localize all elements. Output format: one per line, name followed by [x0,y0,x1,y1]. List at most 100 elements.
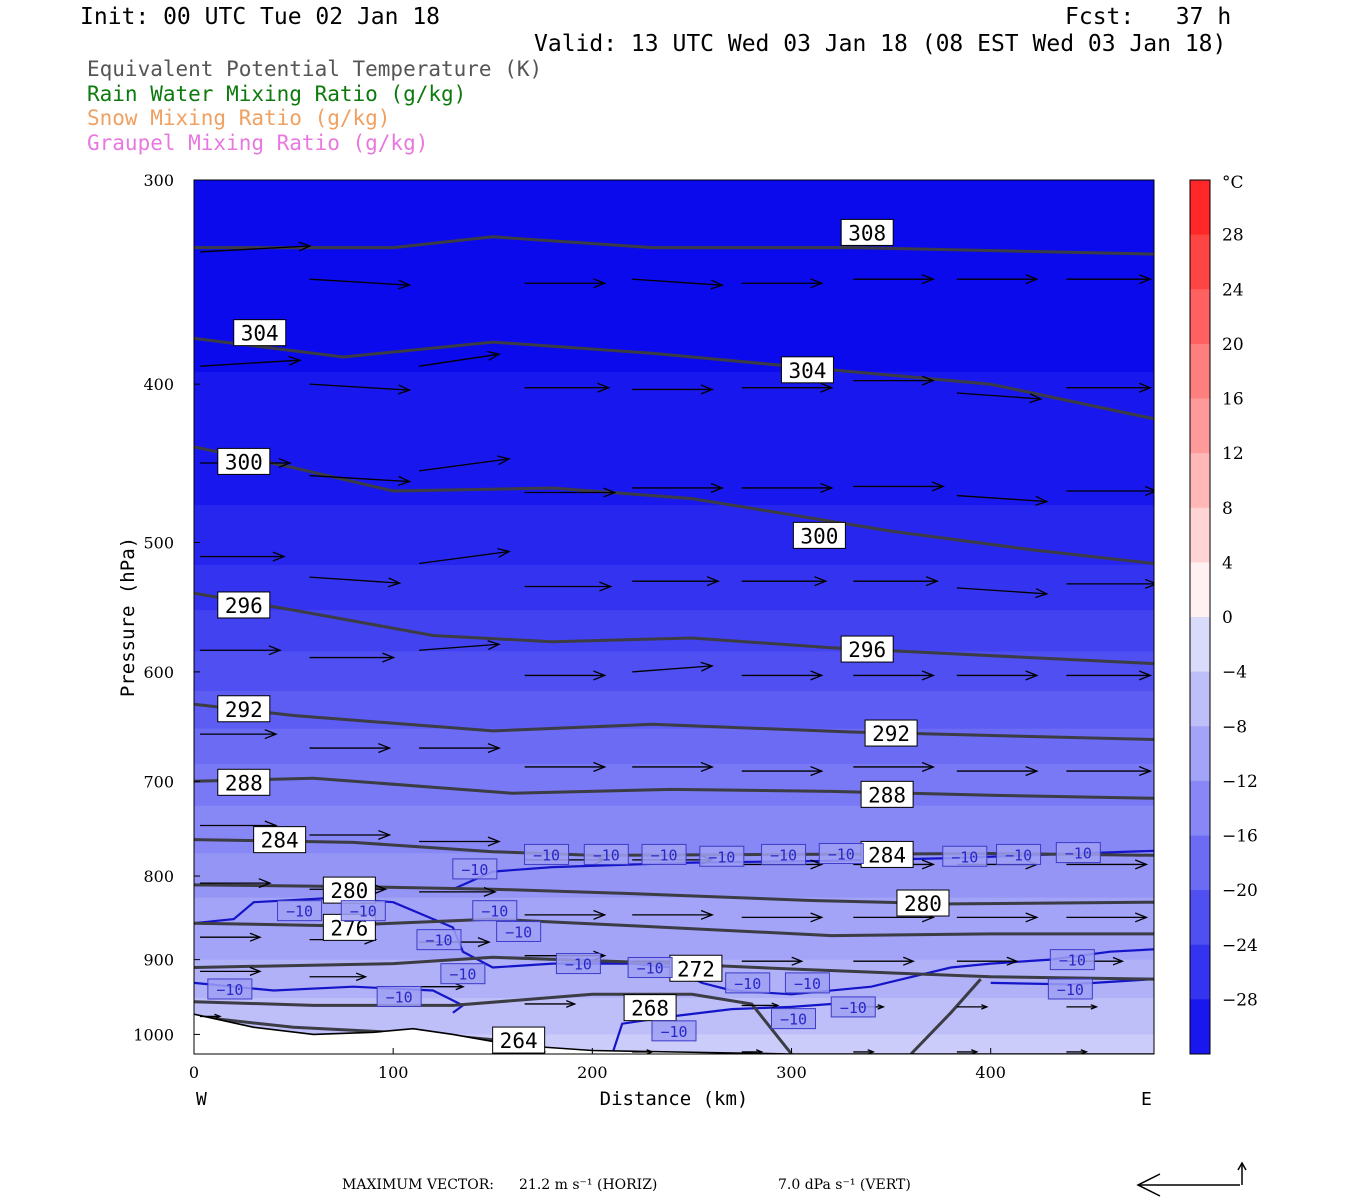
svg-text:−10: −10 [660,1023,687,1041]
temperature-band [194,1044,1154,1049]
temperature-band [194,789,1154,799]
reference-vector-icon [1136,1161,1247,1197]
svg-text:292: 292 [225,698,263,722]
temperature-band [194,904,1154,913]
theta-e-label: 280 [322,876,376,904]
wind-vector [524,382,611,393]
svg-text:−10: −10 [386,989,413,1007]
temperature-band [194,925,1154,934]
theta-e-label: 304 [780,356,834,384]
temperature-band [194,651,1154,663]
wind-vector [1066,859,1149,870]
max-vector-horiz: 21.2 m s⁻¹ (HORIZ) [519,1177,658,1193]
temperature-band [194,275,1154,325]
isotherm-label: −10 [1047,978,1093,1000]
svg-text:292: 292 [872,722,910,746]
theta-e-label: 300 [792,521,846,549]
y-tick-label: 300 [143,171,174,190]
terrain-fill [194,1014,1154,1054]
isotherm-label: −10 [440,963,486,985]
temperature-band [194,876,1154,885]
theta-e-label: 288 [860,780,914,808]
svg-text:268: 268 [631,997,669,1021]
theta-e-label: 308 [840,218,894,246]
x-axis-east-label: E [1141,1089,1152,1110]
isotherm-label: −10 [524,843,570,865]
svg-text:−10: −10 [770,846,797,864]
svg-text:−10: −10 [1065,845,1092,863]
svg-text:−10: −10 [828,846,855,864]
svg-text:−10: −10 [794,975,821,993]
svg-text:296: 296 [848,638,886,662]
theta-e-contour [194,445,1154,565]
temperature-band [194,837,1154,847]
temperature-band [194,883,1154,892]
wind-vector [632,384,714,395]
wind-vector [632,576,720,587]
temperature-band [194,690,1154,702]
temperature-band [194,620,1154,632]
temperature-band [194,813,1154,823]
colorbar-label: −16 [1222,827,1258,847]
y-axis-title: Pressure (hPa) [117,537,139,697]
svg-text:288: 288 [225,771,263,795]
colorbar-label: −20 [1222,881,1258,901]
isotherm-label: −10 [583,843,629,865]
colorbar-frame [1189,179,1211,1055]
temperature-band [194,932,1154,941]
isotherm-label: −10 [207,978,253,1000]
x-tick-label: 300 [776,1063,807,1082]
colorbar-label: −8 [1222,717,1247,737]
wind-vector [853,481,946,492]
temperature-band [194,919,1154,927]
terrain [194,1013,1154,1054]
temperature-band [194,553,1154,566]
isotherm-label: −10 [830,996,876,1018]
colorbar-segment [1190,671,1210,727]
theta-e-label: 296 [840,635,894,663]
temperature-band [194,467,1154,482]
isotherm-label: −10 [996,843,1042,865]
wind-vector [1066,485,1154,497]
isotherm-line [611,1002,832,1054]
terrain-line [194,1013,1154,1054]
svg-text:−10: −10 [533,846,560,864]
valid-time: Valid: 13 UTC Wed 03 Jan 18 (08 EST Wed … [534,31,1227,57]
svg-text:300: 300 [800,524,838,548]
svg-text:−10: −10 [565,956,592,974]
y-tick-label: 900 [143,951,174,970]
legend-snow: Snow Mixing Ratio (g/kg) [87,106,391,130]
svg-text:−10: −10 [449,966,476,984]
wind-vector [309,652,396,663]
wind-vector [309,829,392,840]
wind-vector [741,382,834,393]
colorbar-segment [1190,289,1210,345]
wind-vector [741,576,828,587]
wind-vector [956,587,1049,599]
wind-vector [1066,912,1149,923]
wind-vector [524,761,607,772]
temperature-band [194,939,1154,947]
isotherm-label: −10 [651,1020,697,1042]
temperature-band [194,737,1154,748]
wind-vector [199,241,312,253]
wind-vector [956,392,1043,404]
wind-vector [853,576,940,587]
theta-e-label: 284 [860,840,914,868]
temperature-band [194,671,1154,683]
colorbar-label: 16 [1222,390,1244,410]
theta-e-contour [194,992,793,1054]
isotherm-label: −10 [641,843,687,865]
colorbar-label: 20 [1222,335,1244,355]
theta-e-label: 284 [253,826,307,854]
svg-text:−10: −10 [593,846,620,864]
isotherm-label: −10 [277,900,323,922]
wind-vector [309,474,412,486]
wind-vector [741,912,824,923]
theta-e-contour [194,235,1154,256]
plot-frame [193,179,1155,1055]
temperature-band [194,542,1154,555]
theta-e-label: 264 [492,1026,546,1054]
temperature-band [194,661,1154,673]
